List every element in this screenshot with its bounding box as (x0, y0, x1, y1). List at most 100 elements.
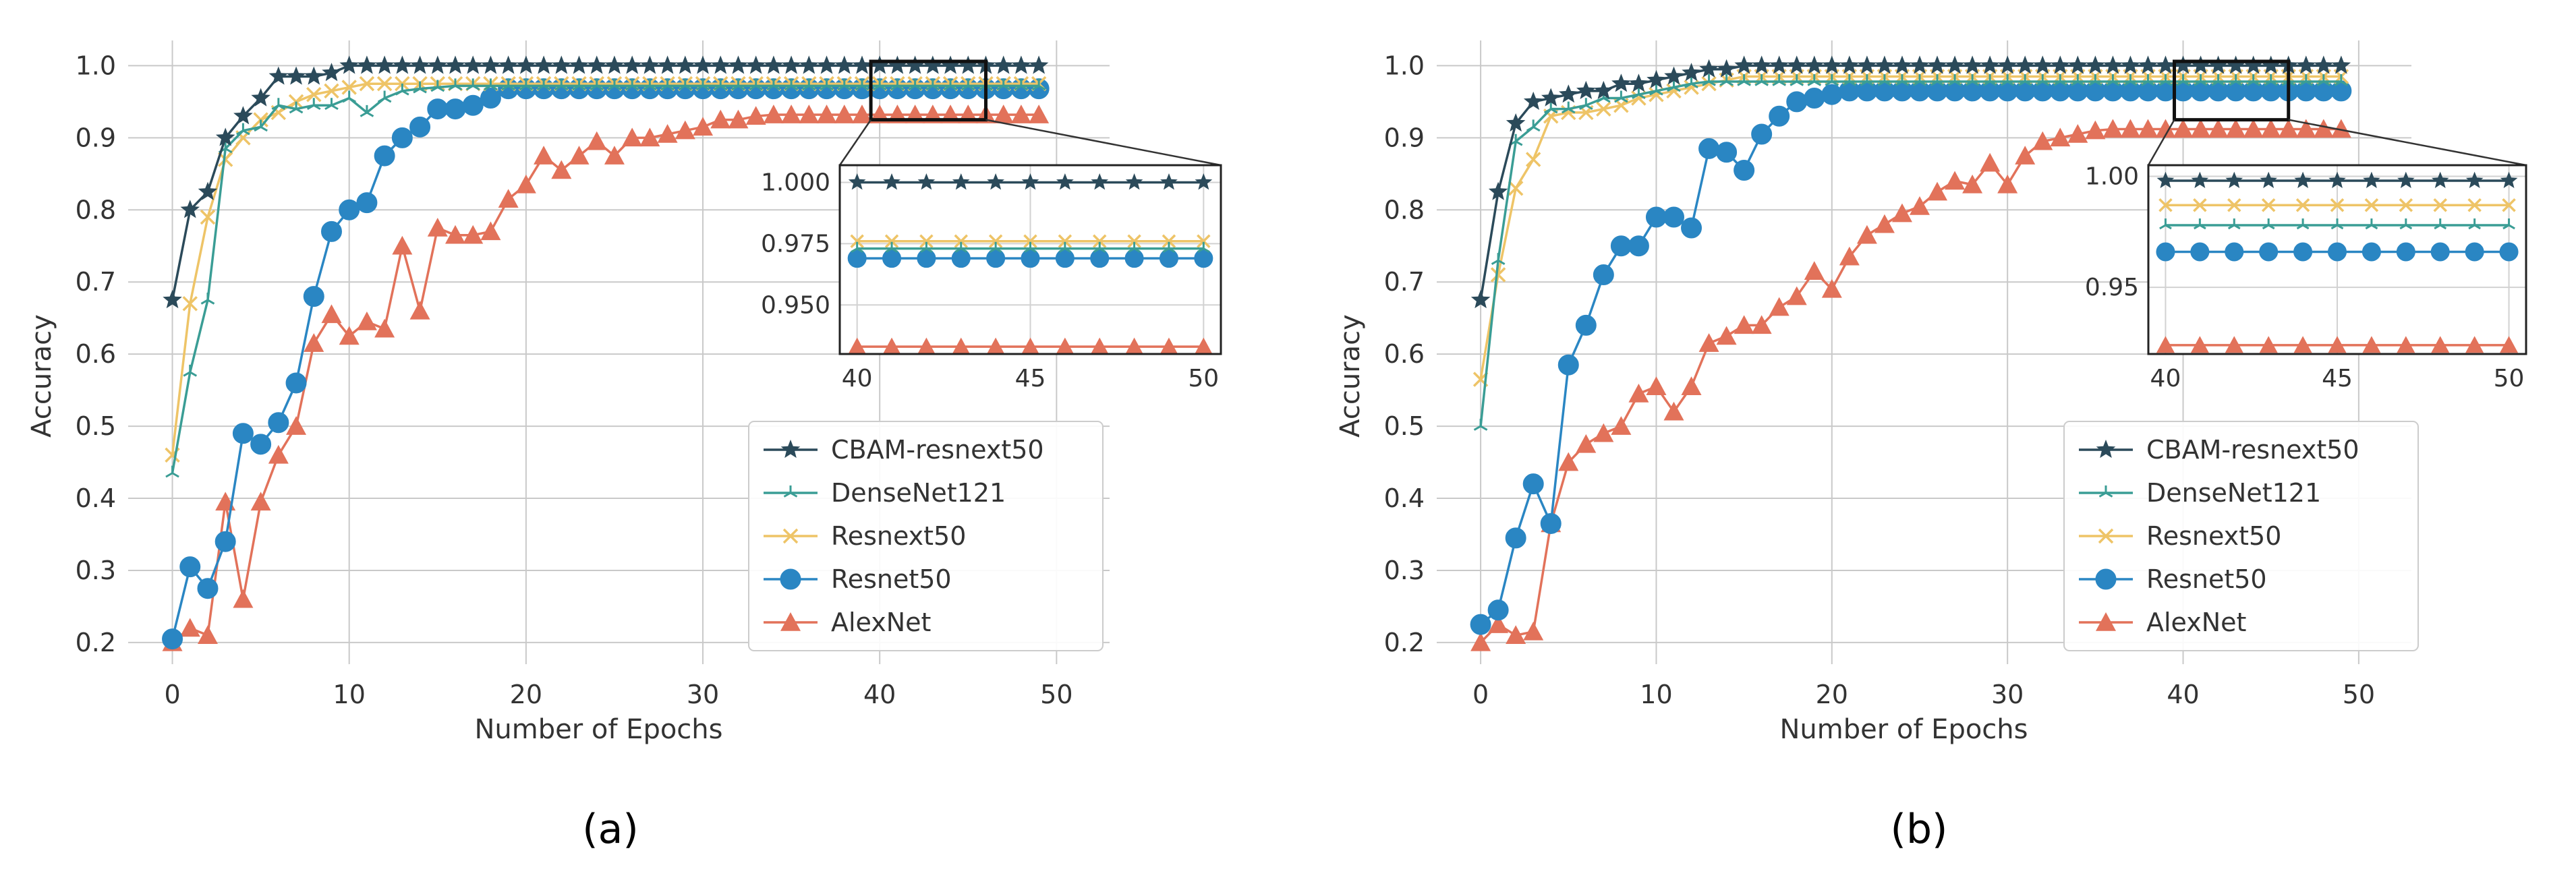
panel-b-ytick-label: 0.2 (1384, 628, 1425, 657)
panel-b-point-resnet50 (1821, 84, 1843, 105)
panel-b-point-cbam-resnext50 (1822, 55, 1842, 74)
panel-b-point-alexnet (1821, 278, 1842, 298)
panel-a-inset-ytick-label: 1.000 (761, 169, 830, 196)
panel-b-point-densenet121 (2264, 73, 2279, 86)
panel-b-point-resnet50 (2243, 80, 2264, 102)
panel-b-point-cbam-resnext50 (2208, 55, 2228, 74)
panel-b-label: (b) (1891, 806, 1948, 853)
panel-a-inset-point-alexnet (882, 337, 901, 355)
panel-b-inset-point-cbam-resnext50 (2294, 171, 2312, 188)
panel-a-point-densenet121 (731, 78, 745, 91)
panel-b-point-densenet121 (2211, 73, 2225, 86)
panel-a-series-cbam-resnext50 (163, 55, 1049, 309)
panel-b-inset-point-cbam-resnext50 (2500, 171, 2518, 188)
panel-a-point-resnet50 (374, 145, 395, 167)
panel-b-point-resnet50 (1944, 80, 1966, 102)
panel-a-inset-point-resnext50 (954, 234, 969, 248)
panel-b-point-resnet50 (2260, 80, 2282, 102)
panel-b-point-cbam-resnext50 (2156, 55, 2175, 74)
panel-a-point-densenet121 (289, 101, 304, 114)
panel-a-inset-point-resnext50 (1092, 234, 1107, 248)
panel-b-point-alexnet (2050, 127, 2071, 147)
panel-b-inset-xtick-label: 40 (2150, 365, 2181, 392)
panel-b-point-cbam-resnext50 (2296, 55, 2316, 74)
panel-b-point-cbam-resnext50 (1664, 66, 1684, 85)
panel-b-line-resnext50 (1479, 75, 2341, 380)
panel-a-inset-point-cbam-resnext50 (1125, 173, 1143, 190)
panel-b-inset-point-alexnet (2500, 336, 2519, 353)
panel-b-point-cbam-resnext50 (1769, 55, 1789, 74)
panel-a-inset: 40 45 50 0.950 0.975 1.000 (761, 164, 1222, 392)
panel-a-point-alexnet (197, 625, 218, 644)
panel-a-point-resnext50 (359, 76, 375, 92)
panel-a-point-cbam-resnext50 (994, 55, 1013, 74)
panel-a-inset-point-resnext50 (1058, 234, 1072, 248)
panel-b-point-densenet121 (2299, 73, 2314, 86)
panel-b-point-alexnet (1786, 286, 1807, 305)
panel-a-inset-point-resnext50 (1023, 234, 1037, 248)
panel-b-inset-point-alexnet (2190, 336, 2209, 353)
panel-b-point-cbam-resnext50 (1752, 55, 1771, 74)
panel-b-ylabel: Accuracy (1335, 314, 1366, 438)
panel-b-point-alexnet (2295, 119, 2316, 138)
panel-a-point-densenet121 (695, 78, 710, 91)
panel-b-point-resnext50 (1525, 152, 1541, 167)
panel-a-point-alexnet (374, 318, 395, 338)
panel-a-point-resnet50 (409, 116, 431, 138)
panel-a-point-resnet50 (427, 98, 449, 120)
panel-b-point-resnet50 (2330, 80, 2352, 102)
panel-a-point-alexnet (179, 618, 200, 637)
panel-b-point-cbam-resnext50 (1997, 55, 2017, 74)
panel-b-inset-point-resnext50 (2364, 198, 2379, 212)
panel-a-point-alexnet (799, 105, 820, 123)
panel-b-point-resnet50 (2084, 80, 2106, 102)
panel-b-point-alexnet (1470, 632, 1491, 651)
panel-b-line-densenet121 (1479, 80, 2341, 427)
panel-a-inset-point-resnet50 (1090, 249, 1110, 268)
panel-b-zoom-connector-left (2147, 119, 2175, 166)
panel-b-point-alexnet (2032, 131, 2053, 150)
panel-b-ytick-label: 0.7 (1384, 267, 1425, 297)
panel-b-series-resnet50 (1470, 80, 2352, 635)
panel-a-ytick-label: 0.3 (76, 556, 116, 585)
panel-b-inset-point-cbam-resnext50 (2225, 171, 2243, 188)
panel-a-point-cbam-resnext50 (587, 55, 606, 74)
panel-b-point-alexnet (2313, 119, 2334, 138)
panel-b-point-alexnet (1751, 315, 1772, 334)
panel-b-point-alexnet (1839, 246, 1860, 266)
panel-a-point-densenet121 (342, 90, 357, 103)
panel-a-point-alexnet (993, 105, 1014, 123)
panel-a-point-resnet50 (179, 556, 201, 578)
panel-b-point-densenet121 (1772, 73, 1787, 86)
panel-a-inset-ytick-label: 0.975 (761, 230, 830, 258)
panel-a-point-densenet121 (1014, 78, 1029, 91)
panel-a-inset-point-alexnet (1021, 337, 1039, 355)
panel-a-point-alexnet (339, 326, 360, 345)
panel-b-inset-point-resnext50 (2399, 198, 2413, 212)
panel-b-inset-point-resnet50 (2499, 242, 2519, 262)
panel-a-inset-point-resnext50 (1162, 234, 1176, 248)
panel-a-xtick-label: 40 (863, 680, 896, 709)
panel-b-point-alexnet (1927, 181, 1948, 201)
panel-b-inset-point-densenet121 (2159, 218, 2172, 230)
panel-b-point-densenet121 (1473, 419, 1488, 431)
panel-a-point-densenet121 (908, 78, 922, 91)
panel-a-point-densenet121 (448, 78, 463, 91)
panel-b-inset-point-alexnet (2397, 336, 2415, 353)
panel-a-point-densenet121 (1031, 78, 1046, 91)
panel-a-point-resnext50 (200, 209, 216, 225)
panel-b-ytick-label: 1.0 (1384, 51, 1425, 80)
panel-b-point-densenet121 (1561, 101, 1576, 114)
panel-a-point-cbam-resnext50 (905, 55, 925, 74)
panel-b-point-resnet50 (2225, 80, 2247, 102)
panel-b: 0 10 20 30 40 50 0.2 0.3 0.4 0.5 0.6 0.7 0.8 0.9 1.0 Nu… (1335, 40, 2527, 853)
panel-b-inset-ytick-label: 1.00 (2085, 163, 2139, 190)
panel-b-inset-point-alexnet (2465, 336, 2484, 353)
panel-b-point-resnet50 (1769, 105, 1790, 127)
panel-a-point-resnet50 (232, 423, 254, 444)
panel-a-point-resnet50 (285, 372, 307, 394)
panel-b-point-resnet50 (1540, 512, 1562, 534)
panel-a-line-densenet121 (171, 84, 1039, 473)
panel-a-point-cbam-resnext50 (481, 55, 500, 74)
